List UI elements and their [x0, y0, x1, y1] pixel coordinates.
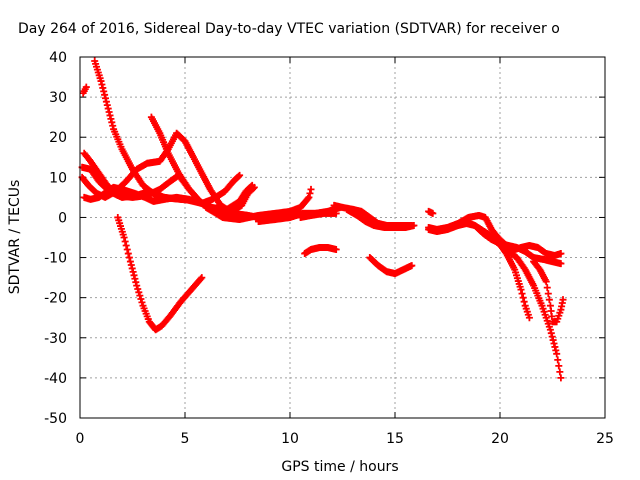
data-points	[78, 57, 567, 382]
data-point	[545, 296, 553, 304]
data-point	[247, 182, 255, 190]
data-point	[557, 374, 565, 382]
series-1	[79, 83, 90, 97]
data-point	[410, 221, 418, 229]
data-point	[553, 350, 561, 358]
series-16	[425, 207, 437, 217]
x-tick-label: 20	[491, 431, 509, 447]
data-point	[121, 238, 129, 246]
y-tick-labels: -50 -40 -30 -20 -10 0 10 20 30 40	[44, 50, 67, 427]
data-point	[525, 314, 533, 322]
data-point	[136, 292, 144, 300]
x-tick-label: 10	[281, 431, 299, 447]
data-point	[544, 290, 552, 298]
plot-border	[79, 56, 606, 419]
series-11	[297, 209, 340, 221]
data-point	[120, 234, 128, 241]
data-point	[134, 285, 142, 293]
data-point	[133, 282, 141, 290]
data-point	[307, 185, 315, 193]
data-point	[305, 193, 313, 201]
y-tick-label: 20	[49, 130, 67, 146]
x-tick-label: 5	[181, 431, 190, 447]
y-tick-label: -50	[44, 411, 67, 427]
data-point	[304, 195, 312, 203]
data-point	[197, 275, 205, 283]
data-point	[135, 288, 143, 296]
y-tick-label: 10	[49, 170, 67, 186]
data-point	[520, 298, 528, 306]
y-tick-label: 0	[58, 210, 67, 226]
y-tick-label: 40	[49, 50, 67, 66]
series-14	[343, 205, 418, 231]
data-point	[517, 286, 525, 294]
data-point	[559, 296, 567, 304]
data-point	[137, 295, 145, 303]
series-9	[202, 185, 315, 223]
grid	[79, 56, 606, 419]
y-axis-label: SDTVAR / TECUs	[7, 180, 23, 295]
x-tick-label: 25	[596, 431, 614, 447]
data-point	[332, 209, 340, 217]
data-point	[429, 209, 437, 217]
data-point	[518, 290, 526, 298]
data-point	[542, 278, 550, 286]
data-point	[128, 264, 136, 272]
data-point	[138, 298, 146, 306]
series-20	[492, 238, 565, 382]
data-point	[82, 83, 90, 91]
data-point	[236, 171, 244, 179]
y-tick-label: -40	[44, 371, 67, 387]
data-point	[306, 189, 314, 197]
data-point	[123, 246, 131, 254]
y-tick-label: -10	[44, 251, 67, 267]
data-point	[122, 242, 130, 250]
series-12	[301, 244, 340, 258]
y-tick-label: -30	[44, 331, 67, 347]
data-point	[543, 284, 551, 292]
data-point	[126, 258, 134, 266]
data-point	[248, 181, 256, 189]
data-point	[557, 260, 565, 268]
data-point	[235, 172, 243, 180]
data-point	[556, 368, 564, 376]
data-point	[332, 246, 340, 254]
data-point	[555, 362, 563, 370]
data-point	[124, 250, 132, 258]
x-tick-label: 0	[76, 431, 85, 447]
x-tick-label: 15	[386, 431, 404, 447]
x-tick-labels: 0 5 10 15 20 25	[76, 431, 614, 447]
series-8	[114, 213, 206, 334]
data-point	[198, 274, 206, 282]
data-point	[519, 294, 527, 302]
data-point	[408, 262, 416, 270]
series-6	[80, 171, 244, 207]
x-axis-label: GPS time / hours	[281, 459, 398, 475]
data-point	[554, 356, 562, 364]
series-21	[530, 258, 567, 326]
data-point	[131, 275, 139, 283]
y-tick-label: 30	[49, 90, 67, 106]
data-point	[557, 250, 565, 258]
y-tick-label: -20	[44, 291, 67, 307]
data-point	[125, 254, 133, 262]
series-15	[366, 254, 416, 278]
chart-title: Day 264 of 2016, Sidereal Day-to-day VTE…	[18, 21, 560, 37]
